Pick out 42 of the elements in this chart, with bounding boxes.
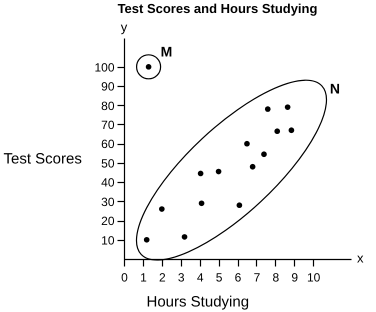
y-tick-label: 50 <box>101 156 115 170</box>
chart-title: Test Scores and Hours Studying <box>118 1 318 16</box>
point <box>274 128 280 134</box>
x-axis-title: Hours Studying <box>146 294 250 310</box>
point <box>284 104 290 110</box>
x-tick-label: 3 <box>178 270 185 284</box>
y-tick-label: 60 <box>101 137 115 152</box>
point <box>264 106 271 112</box>
point <box>236 202 242 208</box>
x-tick-label: 1 <box>140 270 148 284</box>
point <box>144 236 150 243</box>
text: y <box>120 19 128 34</box>
x-tick-label: 8 <box>272 270 280 284</box>
annotation: N <box>330 80 340 97</box>
x-tick-label: 4 <box>196 270 204 284</box>
y-axis-title: Test Scores <box>4 150 82 168</box>
x-tick-label: 6 <box>234 270 242 284</box>
x-tick-label: 2 <box>158 270 166 284</box>
point <box>216 168 222 174</box>
text: x <box>357 250 364 266</box>
point <box>250 164 256 170</box>
x-tick-label: 7 <box>254 270 261 284</box>
y-tick-label: 90 <box>101 80 115 94</box>
point <box>182 234 188 240</box>
x-tick-label: 5 <box>216 270 223 284</box>
x-tick-label: 9 <box>291 270 298 284</box>
point <box>198 200 204 206</box>
y-tick-label: 80 <box>101 98 115 113</box>
y-tick-label: 70 <box>101 118 115 132</box>
point <box>288 127 294 134</box>
y-tick-label: 20 <box>101 214 115 228</box>
y-tick-label: 40 <box>101 176 115 190</box>
y-tick-label: 30 <box>101 194 115 209</box>
annotation: M <box>160 44 172 60</box>
point <box>159 206 165 212</box>
point <box>261 151 267 158</box>
y-tick-label: 100 <box>94 60 115 74</box>
point <box>198 170 204 176</box>
point <box>244 140 250 147</box>
y-tick-label: 10 <box>101 233 115 248</box>
x-tick-label: 10 <box>306 270 321 284</box>
x-tick-label: 0 <box>121 270 128 284</box>
